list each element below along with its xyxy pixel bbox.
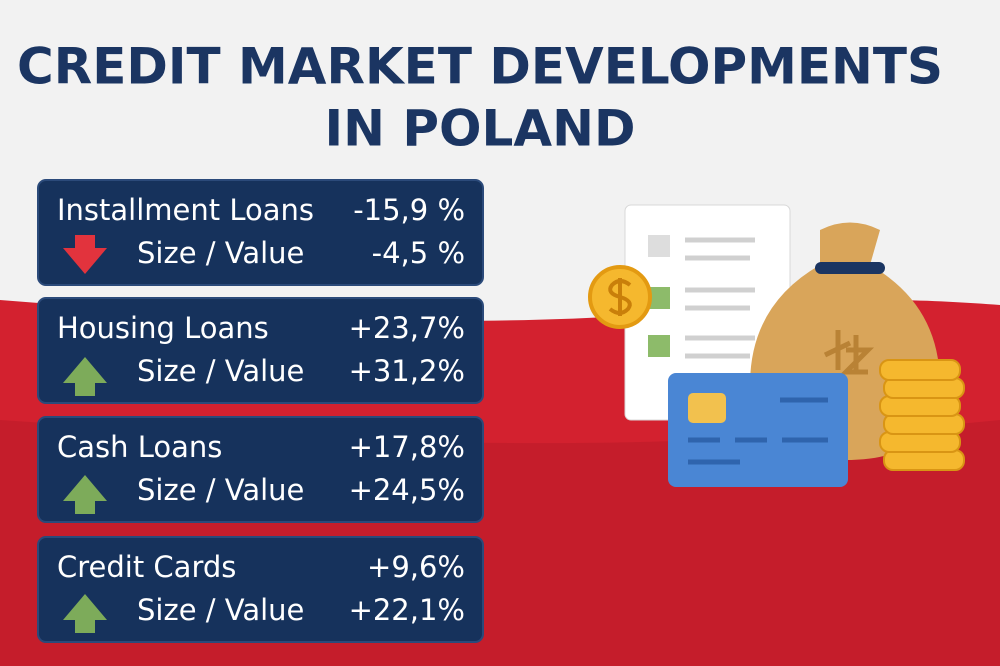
- doc-check: [648, 287, 670, 309]
- card-sub-value: -4,5 %: [372, 236, 465, 270]
- card-name: Credit Cards: [57, 550, 236, 584]
- arrow-up: [63, 594, 107, 633]
- arrows: [63, 235, 107, 633]
- card: [37, 416, 484, 523]
- illustration: [588, 204, 965, 487]
- card-value: +23,7%: [349, 311, 465, 345]
- doc-lines: [685, 237, 755, 359]
- title-line: CREDIT MARKET DEVELOPMENTS: [17, 38, 943, 96]
- card-name: Installment Loans: [57, 193, 314, 227]
- card-sub-label: Size / Value: [137, 354, 304, 388]
- card-value: +9,6%: [367, 550, 465, 584]
- title-line: IN POLAND: [325, 100, 636, 158]
- card: [37, 536, 484, 643]
- card-sub-value: +22,1%: [349, 593, 465, 627]
- arrow-down: [63, 235, 107, 274]
- card-chip: [688, 393, 726, 423]
- card: [37, 297, 484, 404]
- card-value: +17,8%: [349, 430, 465, 464]
- doc-check: [648, 335, 670, 357]
- card-sub-label: Size / Value: [137, 473, 304, 507]
- arrow-up: [63, 475, 107, 514]
- coin-symbol: [608, 278, 632, 316]
- card-lines: [688, 397, 828, 465]
- card-name: Housing Loans: [57, 311, 269, 345]
- card-sub-value: +24,5%: [349, 473, 465, 507]
- card: [37, 179, 484, 286]
- coin-stack: [879, 359, 965, 471]
- cards: Installment Loans -15,9 % Size / Value -4,5…: [37, 179, 484, 643]
- card-value: -15,9 %: [353, 193, 465, 227]
- card-sub-label: Size / Value: [137, 236, 304, 270]
- card-sub-value: +31,2%: [349, 354, 465, 388]
- credit-card: [668, 373, 848, 487]
- doc-box: [648, 235, 670, 257]
- bag-symbol: [823, 330, 875, 375]
- card-name: Cash Loans: [57, 430, 222, 464]
- card-sub-label: Size / Value: [137, 593, 304, 627]
- arrow-up: [63, 357, 107, 396]
- bag-tie: [815, 262, 885, 274]
